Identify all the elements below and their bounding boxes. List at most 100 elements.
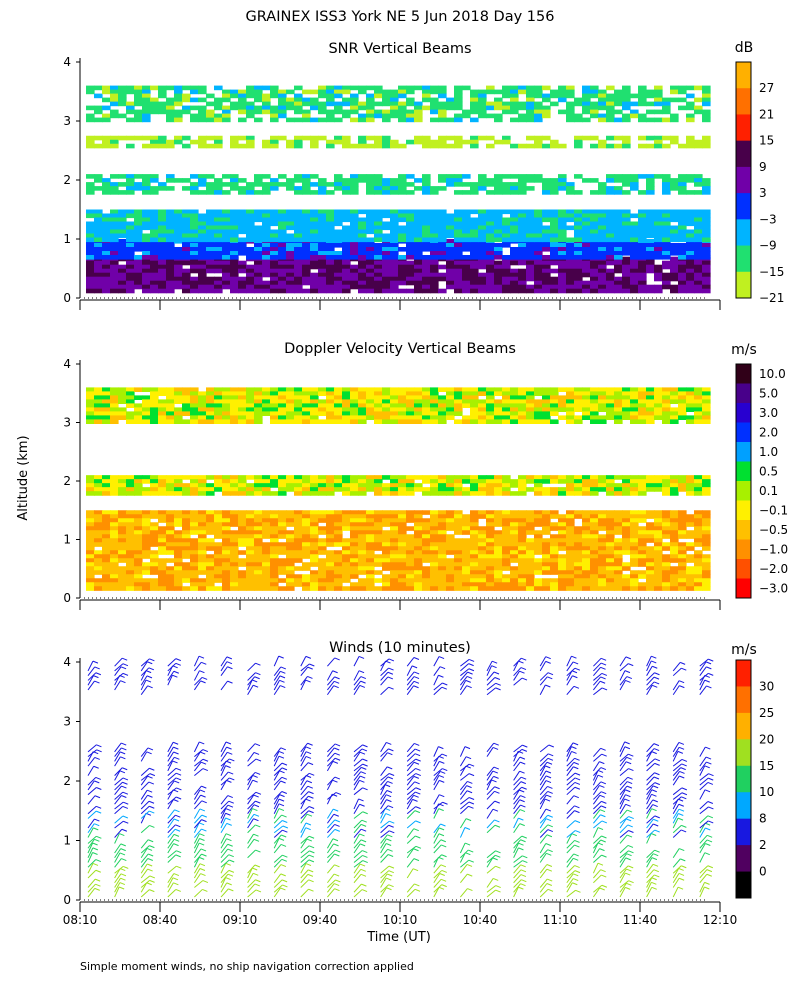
heatmap-cell <box>190 518 199 523</box>
heatmap-cell <box>430 582 439 587</box>
heatmap-cell <box>582 550 591 555</box>
heatmap-cell <box>166 522 175 527</box>
heatmap-cell <box>230 391 239 396</box>
heatmap-cell <box>662 210 671 215</box>
heatmap-cell <box>662 102 671 107</box>
heatmap-cell <box>86 281 95 286</box>
heatmap-cell <box>422 277 431 282</box>
heatmap-cell <box>382 538 391 543</box>
heatmap-cell <box>102 118 111 123</box>
heatmap-cell <box>390 251 399 256</box>
heatmap-cell <box>686 118 695 123</box>
heatmap-cell <box>326 285 335 290</box>
heatmap-cell <box>414 483 423 488</box>
heatmap-cell <box>430 285 439 290</box>
heatmap-cell <box>110 86 119 91</box>
heatmap-cell <box>646 110 655 115</box>
heatmap-cell <box>94 174 103 179</box>
heatmap-cell <box>406 226 415 231</box>
heatmap-cell <box>630 510 639 515</box>
heatmap-cell <box>358 530 367 535</box>
heatmap-cell <box>550 566 559 571</box>
heatmap-cell <box>510 214 519 219</box>
heatmap-cell <box>582 554 591 559</box>
heatmap-cell <box>206 243 215 248</box>
heatmap-cell <box>654 566 663 571</box>
heatmap-cell <box>534 391 543 396</box>
heatmap-cell <box>582 574 591 579</box>
heatmap-cell <box>254 510 263 515</box>
heatmap-cell <box>142 265 151 270</box>
heatmap-cell <box>278 542 287 547</box>
heatmap-cell <box>142 550 151 555</box>
heatmap-cell <box>670 578 679 583</box>
heatmap-cell <box>182 186 191 191</box>
heatmap-cell <box>358 566 367 571</box>
heatmap-cell <box>254 395 263 400</box>
heatmap-cell <box>182 94 191 99</box>
heatmap-cell <box>590 178 599 183</box>
heatmap-cell <box>198 538 207 543</box>
heatmap-cell <box>262 558 271 563</box>
heatmap-cell <box>534 218 543 223</box>
heatmap-cell <box>582 570 591 575</box>
heatmap-cell <box>438 554 447 559</box>
heatmap-cell <box>142 281 151 286</box>
heatmap-cell <box>478 261 487 266</box>
heatmap-cell <box>190 407 199 412</box>
heatmap-cell <box>414 247 423 252</box>
heatmap-cell <box>334 582 343 587</box>
heatmap-cell <box>598 289 607 294</box>
heatmap-cell <box>350 86 359 91</box>
heatmap-cell <box>694 558 703 563</box>
heatmap-cell <box>470 518 479 523</box>
heatmap-cell <box>470 574 479 579</box>
heatmap-cell <box>118 94 127 99</box>
heatmap-cell <box>302 566 311 571</box>
heatmap-cell <box>526 526 535 531</box>
heatmap-cell <box>502 210 511 215</box>
heatmap-cell <box>94 570 103 575</box>
heatmap-cell <box>430 86 439 91</box>
heatmap-cell <box>390 182 399 187</box>
heatmap-cell <box>166 586 175 591</box>
heatmap-cell <box>102 562 111 567</box>
heatmap-cell <box>222 238 231 243</box>
heatmap-cell <box>662 265 671 270</box>
heatmap-cell <box>622 144 631 149</box>
heatmap-cell <box>342 387 351 392</box>
heatmap-cell <box>550 387 559 392</box>
heatmap-cell <box>134 98 143 103</box>
heatmap-cell <box>438 586 447 591</box>
heatmap-cell <box>566 407 575 412</box>
heatmap-cell <box>406 566 415 571</box>
heatmap-cell <box>478 475 487 480</box>
heatmap-cell <box>526 218 535 223</box>
heatmap-cell <box>390 285 399 290</box>
heatmap-cell <box>494 261 503 266</box>
heatmap-cell <box>430 514 439 519</box>
heatmap-cell <box>566 218 575 223</box>
heatmap-cell <box>438 479 447 484</box>
heatmap-cell <box>310 265 319 270</box>
heatmap-cell <box>342 391 351 396</box>
heatmap-cell <box>478 289 487 294</box>
heatmap-cell <box>550 102 559 107</box>
heatmap-cell <box>582 538 591 543</box>
heatmap-cell <box>670 90 679 95</box>
heatmap-cell <box>358 243 367 248</box>
heatmap-cell <box>190 514 199 519</box>
heatmap-cell <box>654 210 663 215</box>
heatmap-cell <box>670 554 679 559</box>
heatmap-cell <box>102 419 111 424</box>
heatmap-cell <box>166 510 175 515</box>
heatmap-cell <box>462 542 471 547</box>
heatmap-cell <box>670 243 679 248</box>
heatmap-cell <box>94 510 103 515</box>
heatmap-cell <box>494 415 503 420</box>
heatmap-cell <box>566 395 575 400</box>
heatmap-cell <box>238 98 247 103</box>
heatmap-cell <box>222 110 231 115</box>
heatmap-cell <box>646 582 655 587</box>
heatmap-cell <box>214 218 223 223</box>
